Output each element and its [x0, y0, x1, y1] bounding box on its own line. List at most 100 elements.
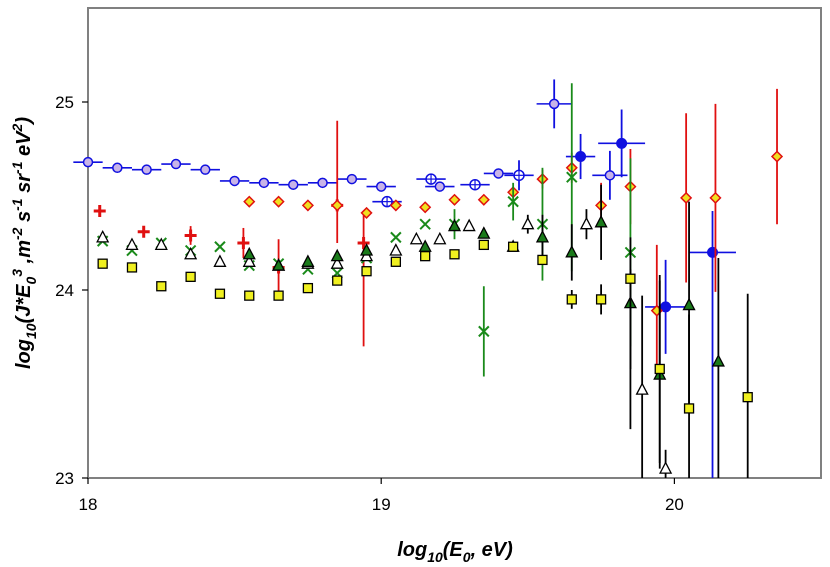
- data-point: [604, 170, 616, 181]
- data-point: [242, 246, 256, 260]
- series-red-diamonds: [243, 88, 784, 377]
- data-point: [141, 164, 152, 175]
- x-tick-label: 20: [665, 495, 684, 514]
- y-tick-label: 25: [55, 93, 74, 112]
- data-point: [170, 158, 182, 170]
- axis-ticks: 18 19 20 23 24 25: [55, 93, 684, 514]
- data-point: [126, 262, 138, 273]
- data-point: [272, 195, 285, 208]
- data-point: [237, 237, 250, 249]
- data-point: [448, 193, 461, 206]
- data-point: [154, 237, 168, 251]
- data-point: [575, 151, 587, 163]
- x-tick-label: 19: [372, 495, 391, 514]
- series-yellow-squares: [97, 239, 753, 478]
- data-point: [449, 249, 460, 260]
- data-point: [243, 195, 256, 208]
- data-point: [535, 229, 550, 243]
- data-point: [229, 175, 240, 187]
- data-point: [184, 229, 197, 242]
- data-point: [462, 218, 476, 232]
- data-point: [513, 169, 525, 182]
- data-point: [301, 254, 315, 267]
- data-point: [434, 181, 446, 192]
- data-point: [625, 273, 636, 284]
- data-point: [302, 282, 314, 294]
- data-point: [287, 179, 299, 190]
- data-point: [742, 392, 753, 403]
- data-point: [711, 354, 725, 367]
- data-point: [409, 231, 423, 245]
- data-point: [200, 164, 211, 175]
- data-point: [390, 231, 402, 244]
- y-tick-label: 23: [55, 469, 74, 488]
- data-point: [242, 254, 256, 267]
- data-point: [477, 226, 491, 239]
- series-open-circles-blue: [73, 79, 628, 200]
- data-point: [565, 244, 579, 258]
- data-point: [330, 248, 344, 262]
- data-point: [381, 195, 393, 208]
- data-point: [594, 214, 608, 228]
- data-point: [478, 239, 489, 251]
- data-point: [420, 251, 431, 262]
- data-point: [419, 218, 431, 230]
- data-point: [214, 241, 226, 253]
- data-point: [185, 271, 196, 282]
- data-point: [97, 258, 108, 269]
- data-point: [425, 173, 437, 185]
- data-point: [680, 191, 693, 204]
- data-point: [244, 290, 255, 301]
- data-point: [683, 403, 695, 414]
- data-point: [273, 290, 284, 301]
- data-point: [137, 225, 150, 238]
- plot-frame: [87, 7, 822, 479]
- data-point: [447, 218, 462, 232]
- data-point: [272, 258, 286, 271]
- data-point: [93, 205, 106, 218]
- data-point: [579, 216, 594, 230]
- data-point: [521, 216, 535, 230]
- data-point: [616, 137, 628, 149]
- y-tick-label: 24: [55, 281, 74, 300]
- data-point: [659, 461, 673, 474]
- data-point: [346, 173, 358, 185]
- data-point: [566, 171, 578, 183]
- data-point: [332, 275, 343, 286]
- data-point: [214, 288, 226, 299]
- data-point: [82, 156, 94, 168]
- data-point: [493, 168, 504, 179]
- data-point: [389, 199, 402, 212]
- data-point: [357, 237, 370, 249]
- data-point: [478, 325, 490, 338]
- data-point: [635, 382, 649, 395]
- data-point: [213, 254, 227, 267]
- data-point: [184, 246, 198, 260]
- series-crossed-circles-blue: [372, 160, 534, 208]
- data-point: [477, 193, 490, 206]
- data-point: [537, 254, 548, 266]
- x-tick-label: 18: [79, 495, 98, 514]
- data-point: [566, 294, 577, 305]
- data-point: [331, 199, 344, 212]
- data-marks: [73, 79, 784, 478]
- data-point: [419, 201, 432, 214]
- data-point: [507, 195, 519, 208]
- data-point: [390, 256, 402, 267]
- x-axis-title: log10(E0, eV): [397, 539, 513, 565]
- data-point: [96, 229, 110, 243]
- data-point: [258, 177, 270, 189]
- data-point: [595, 294, 607, 305]
- data-point: [301, 199, 314, 212]
- series-filled-circles-blue: [565, 109, 736, 478]
- data-point: [330, 256, 344, 269]
- data-point: [156, 281, 167, 292]
- data-point: [361, 266, 372, 277]
- data-point: [654, 363, 665, 375]
- data-point: [507, 241, 519, 252]
- data-point: [125, 237, 139, 251]
- data-point: [389, 243, 403, 256]
- data-point: [682, 297, 696, 311]
- data-point: [709, 191, 722, 204]
